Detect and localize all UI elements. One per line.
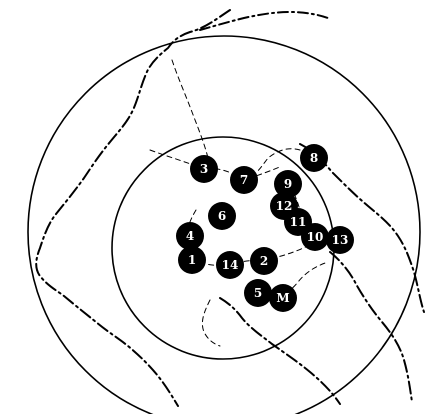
marker-label: 12 [276,199,293,213]
marker-label: 14 [222,258,239,272]
outer-ring [27,35,421,414]
marker-label: M [276,291,289,305]
marker-label: 9 [284,177,292,191]
marker-label: 3 [200,162,208,176]
marker-label: 10 [307,230,324,244]
border-line-1 [171,59,209,159]
marker-label: 1 [188,253,196,267]
marker-10[interactable]: 10 [301,223,329,251]
marker-dot [301,223,329,251]
marker-label: 4 [186,229,194,243]
marker-5[interactable]: 5 [244,279,272,307]
inner-ring [111,136,335,360]
north-border [199,11,329,31]
marker-label: 7 [240,173,248,187]
marker-4[interactable]: 4 [176,222,204,250]
marker-label: 11 [290,215,307,229]
marker-dot [216,251,244,279]
marker-M[interactable]: M [269,284,297,312]
marker-dot [208,202,236,230]
marker-dot [230,166,258,194]
marker-6[interactable]: 6 [208,202,236,230]
marker-dot [326,226,354,254]
border-line-7 [249,148,301,179]
marker-8[interactable]: 8 [300,144,328,172]
marker-7[interactable]: 7 [230,166,258,194]
marker-dot [178,246,206,274]
marker-2[interactable]: 2 [250,247,278,275]
marker-dot [300,144,328,172]
marker-label: 13 [332,233,349,247]
coastline-outline [35,9,231,407]
marker-dot [250,247,278,275]
marker-label: 6 [218,209,226,223]
marker-dot [190,155,218,183]
boundary-lines [35,9,425,407]
marker-dot [176,222,204,250]
marker-label: 2 [260,254,268,268]
marker-3[interactable]: 3 [190,155,218,183]
marker-label: 5 [254,286,262,300]
border-line-8 [201,299,221,347]
location-markers: 3 7 8 9 6 12 1 [176,144,354,312]
marker-dot [269,284,297,312]
marker-dot [274,170,302,198]
border-line-4 [199,243,313,266]
marker-label: 8 [310,151,318,165]
south-coastline [219,297,341,405]
marker-14[interactable]: 14 [216,251,244,279]
marker-9[interactable]: 9 [274,170,302,198]
southeast-coastline [329,251,413,403]
internal-lines [149,59,329,347]
marker-13[interactable]: 13 [326,226,354,254]
marker-1[interactable]: 1 [178,246,206,274]
east-coastline [299,143,425,313]
marker-dot [244,279,272,307]
